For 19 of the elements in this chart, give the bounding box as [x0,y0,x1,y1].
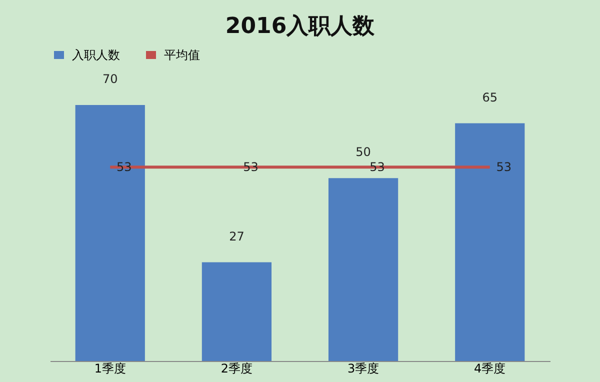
chart-title: 2016入职人数 [225,14,376,39]
bar [455,123,525,361]
bar [328,178,398,361]
x-tick-label: 2季度 [220,362,253,376]
x-tick-label: 4季度 [474,362,506,376]
data-label: 53 [243,160,258,174]
data-label: 65 [482,90,498,104]
bar [202,262,272,361]
legend-label: 平均值 [164,48,200,62]
bar [75,105,145,361]
data-label: 53 [116,160,132,174]
x-tick-label: 1季度 [94,362,126,376]
data-label: 53 [496,160,512,174]
data-label: 50 [356,145,371,160]
data-label: 27 [229,229,244,244]
x-tick-label: 3季度 [347,362,380,376]
data-label: 53 [370,160,385,174]
data-label: 70 [102,72,118,86]
legend-label: 入职人数 [72,48,120,62]
